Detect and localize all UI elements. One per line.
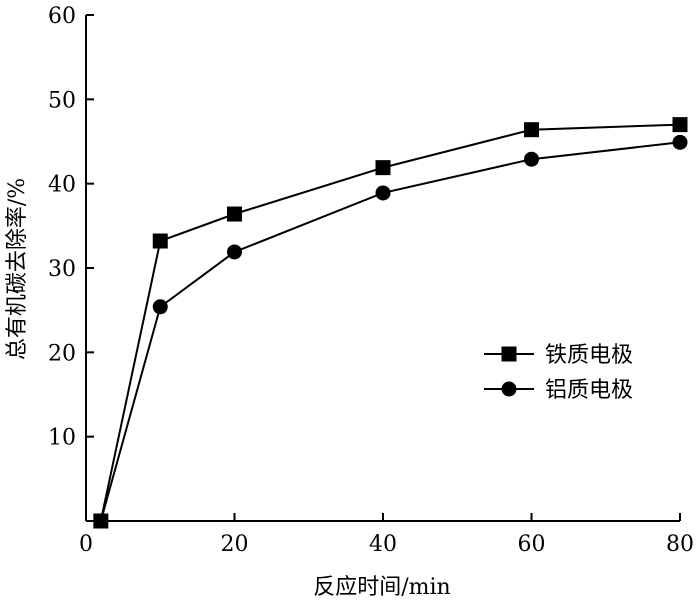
data-point-circle [375, 185, 391, 201]
y-axis-title: 总有机碳去除率/% [5, 178, 30, 360]
data-point-circle [672, 134, 688, 150]
data-point-square [152, 233, 168, 249]
x-tick-label: 60 [518, 532, 546, 557]
y-tick-label: 30 [48, 257, 76, 282]
x-tick-label: 80 [666, 532, 694, 557]
x-tick-label: 40 [369, 532, 397, 557]
y-tick-label: 60 [48, 4, 76, 29]
ticks: 0 20 40 60 80 10 20 30 40 50 60 [48, 4, 694, 557]
y-tick-label: 50 [48, 88, 76, 113]
x-axis-title: 反应时间/min [313, 575, 450, 600]
legend-label: 铝质电极 [545, 378, 633, 403]
axes [85, 15, 680, 522]
data-point-circle [227, 244, 242, 260]
legend-marker-circle [501, 381, 517, 397]
legend-marker-square [501, 346, 517, 362]
y-tick-label: 10 [48, 426, 76, 451]
series-line [99, 123, 681, 522]
data-point-square [672, 117, 688, 133]
x-tick-label: 0 [79, 532, 93, 557]
legend-item: 铝质电极 [484, 378, 633, 403]
data-point-circle [152, 299, 168, 315]
data-point-circle [524, 151, 539, 167]
data-point-square [227, 206, 242, 222]
x-tick-label: 20 [221, 532, 249, 557]
series-2 [93, 134, 688, 529]
series-1 [93, 117, 688, 529]
y-tick-label: 40 [48, 173, 76, 198]
series-layer [93, 117, 688, 529]
data-point-circle [93, 513, 109, 529]
y-tick-label: 20 [48, 341, 76, 366]
series-line [99, 141, 681, 522]
data-point-square [524, 122, 539, 138]
data-point-square [375, 160, 391, 176]
legend-item: 铁质电极 [484, 343, 633, 368]
legend-label: 铁质电极 [545, 343, 633, 368]
